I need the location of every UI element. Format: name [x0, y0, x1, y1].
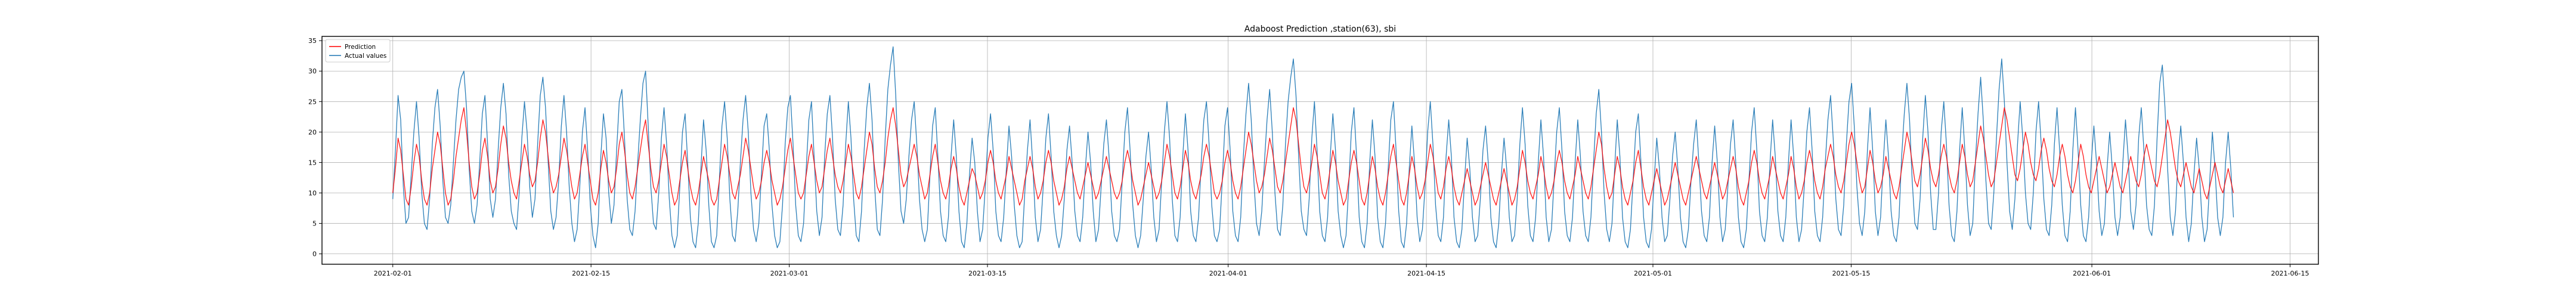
x-tick-label: 2021-06-15: [2271, 270, 2309, 277]
y-tick-label: 0: [312, 251, 317, 258]
plot-frame: [321, 36, 2319, 265]
ticks: 0 5 10 15 20 25 30 35 2021-02-01 2021-02-15 2021-0…: [308, 37, 2309, 277]
x-tick-label: 2021-03-01: [770, 270, 809, 277]
legend-label: Actual values: [345, 52, 386, 60]
legend-box: [325, 39, 391, 63]
chart-title: Adaboost Prediction ,station(63), sbi: [1244, 24, 1396, 34]
y-tick-label: 15: [308, 159, 317, 166]
x-tick-label: 2021-04-15: [1407, 270, 1445, 277]
x-tick-label: 2021-02-01: [374, 270, 412, 277]
legend-label: Prediction: [345, 44, 376, 51]
series-line-prediction: [392, 107, 2234, 206]
x-tick-label: 2021-05-15: [1832, 270, 1870, 277]
y-tick-label: 5: [312, 220, 317, 228]
y-tick-label: 30: [308, 67, 317, 75]
y-tick-label: 10: [308, 189, 317, 197]
y-tick-label: 25: [308, 98, 317, 106]
y-tick-label: 35: [308, 37, 317, 45]
x-tick-label: 2021-02-15: [572, 270, 610, 277]
x-tick-label: 2021-06-01: [2073, 270, 2111, 277]
x-tick-label: 2021-04-01: [1209, 270, 1247, 277]
series-line-actual-values: [392, 46, 2234, 249]
series-layer: [392, 46, 2234, 249]
grid: [322, 36, 2318, 264]
y-tick-label: 20: [308, 128, 317, 136]
x-tick-label: 2021-03-15: [968, 270, 1007, 277]
x-tick-label: 2021-05-01: [1634, 270, 1672, 277]
